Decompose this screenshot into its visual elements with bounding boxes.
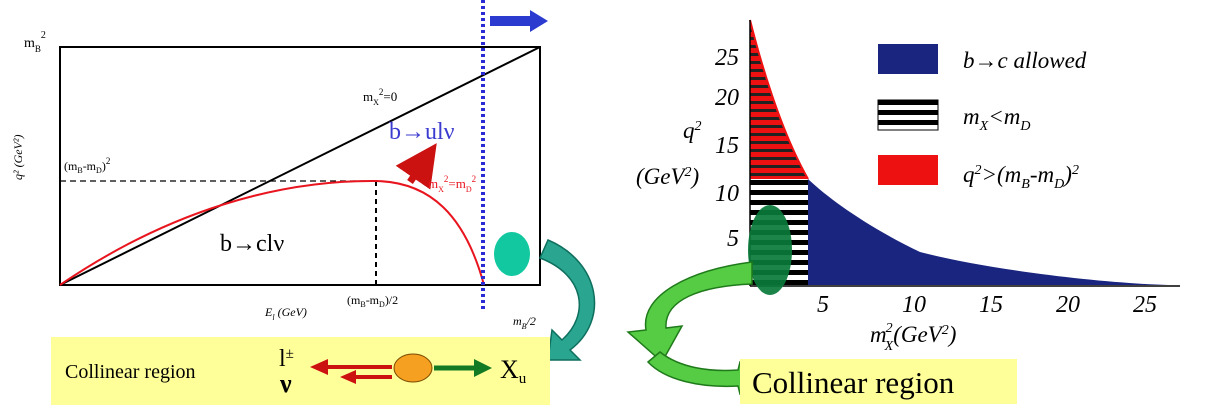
right-diagram: 25 20 15 10 5 5 10 15 20 25 q2 (GeV2) m2… bbox=[636, 19, 1180, 354]
mx2-md2-label: mX2=mD2 bbox=[428, 174, 476, 194]
legend-label-q2: q2>(mB-mD)2 bbox=[963, 162, 1079, 192]
left-plot-frame bbox=[59, 46, 541, 286]
right-y-axis-label-q2: q2 bbox=[683, 118, 702, 143]
red-direction-arrow bbox=[395, 143, 437, 190]
right-y-axis-label-unit: (GeV2) bbox=[636, 164, 699, 189]
collinear-label-left: Collinear region bbox=[65, 361, 196, 383]
right-x-axis-label: m2 X(GeV2) bbox=[870, 321, 956, 354]
curved-arrow-right bbox=[626, 261, 753, 364]
legend: b→c allowed mX<mD q2>(mB-mD)2 bbox=[877, 44, 1087, 192]
x-end-label: mB/2 bbox=[513, 314, 536, 331]
b-meson-ellipse bbox=[393, 353, 433, 383]
x-tick-endpoint-label: (mB-mD)/2 bbox=[347, 293, 398, 309]
legend-label-mx: mX<mD bbox=[963, 104, 1030, 134]
x-axis-label: El (GeV) bbox=[264, 305, 307, 322]
x-tick-20: 20 bbox=[1056, 292, 1080, 318]
lepton-label: l± bbox=[279, 346, 294, 372]
collinear-label-right: Collinear region bbox=[752, 365, 955, 400]
left-diagram: mB2 q² (GeV²) (mB-mD)2 mX2=0 mX2=mD2 b→u… bbox=[11, 0, 548, 331]
y-top-label: mB2 bbox=[24, 30, 46, 54]
y-tick-20: 20 bbox=[715, 85, 739, 111]
x-tick-25: 25 bbox=[1133, 292, 1157, 318]
lepton-arrowhead bbox=[310, 359, 328, 375]
y-tick-25: 25 bbox=[715, 45, 739, 71]
legend-swatch-q2 bbox=[878, 155, 938, 185]
hadron-label: Xu bbox=[500, 355, 527, 387]
y-tick-15: 15 bbox=[715, 133, 739, 159]
hadron-arrowhead bbox=[474, 359, 492, 377]
neutrino-arrowhead bbox=[340, 370, 356, 384]
y-mid-label: (mB-mD)2 bbox=[64, 156, 110, 175]
mx2-md2-curve bbox=[59, 179, 485, 286]
x-tick-10: 10 bbox=[902, 292, 926, 318]
x-tick-15: 15 bbox=[979, 292, 1003, 318]
q2-cut-region bbox=[750, 20, 808, 179]
b-to-clnu-label: b→clν bbox=[220, 231, 284, 257]
mx2-zero-line bbox=[59, 46, 541, 286]
allowed-region-blue bbox=[808, 179, 1168, 285]
neutrino-label: ν bbox=[279, 369, 292, 398]
y-tick-10: 10 bbox=[715, 181, 739, 207]
y-axis-label: q² (GeV²) bbox=[11, 134, 25, 180]
collinear-box-right: Collinear region bbox=[740, 359, 1017, 404]
collinear-region-dot bbox=[494, 232, 530, 276]
mx2-zero-label: mX2=0 bbox=[363, 87, 397, 107]
collinear-region-ellipse bbox=[748, 205, 792, 295]
x-tick-5: 5 bbox=[817, 292, 829, 318]
collinear-box-right-bg bbox=[740, 359, 1017, 404]
legend-swatch-allowed bbox=[878, 44, 938, 74]
blue-cut-arrow bbox=[490, 10, 548, 32]
legend-swatch-mx bbox=[877, 99, 939, 131]
b-to-ulnu-label: b→ulν bbox=[389, 119, 455, 145]
collinear-box-left: Collinear region l± ν Xu bbox=[51, 337, 550, 405]
collinear-box-left-bg bbox=[51, 337, 550, 405]
kinematic-boundary bbox=[749, 19, 809, 180]
legend-label-allowed: b→c allowed bbox=[963, 48, 1087, 73]
y-tick-5: 5 bbox=[727, 226, 739, 252]
